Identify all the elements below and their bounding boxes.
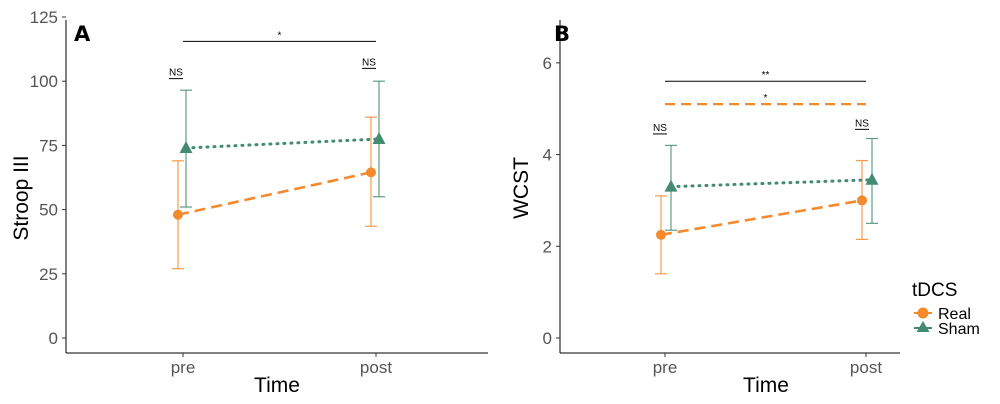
legend-sham-marker (916, 321, 930, 332)
legend-title: tDCS (912, 280, 957, 301)
panel-b-x-tick-label: pre (653, 358, 678, 377)
panel-a-y-axis-title: Stroop III (10, 155, 33, 240)
panel-a-series-line-sham (184, 137, 381, 150)
panel-b-y-tick-label: 0 (543, 329, 552, 348)
panel-b-y-tick-label: 4 (543, 146, 552, 165)
panel-b-point-sham (664, 179, 678, 192)
panel-b-x-axis-title: Time (743, 374, 789, 397)
panel-a-series-line-real (177, 171, 372, 217)
panel-a-y-tick-label: 75 (39, 136, 58, 155)
panel-a-point-sham (372, 131, 386, 144)
panel-a-point-sham (179, 140, 193, 153)
panel-a-marks: 0 25 50 75 100 125 pre post * NS NS (30, 8, 393, 377)
legend: tDCS Real Sham (912, 280, 980, 338)
panel-a-significance-label: * (278, 30, 282, 41)
panel-a-x-axis-title: Time (254, 374, 300, 397)
panel-a-y-tick-label: 50 (39, 201, 58, 220)
panel-b-ns-label: NS (653, 123, 667, 134)
panel-b-point-real (656, 229, 666, 240)
panel-b-x-tick-label: post (850, 358, 882, 377)
panel-b-significance-label: * (764, 93, 768, 104)
panel-a-y-tick-label: 100 (30, 72, 58, 91)
panel-a-y-tick-label: 25 (39, 265, 58, 284)
panel-a-point-real (173, 209, 183, 220)
panel-b-letter: B (554, 22, 570, 46)
panel-a-x-tick-label: post (360, 358, 392, 377)
panel-b-point-real (857, 195, 867, 206)
legend-real-label: Real (938, 306, 971, 323)
panel-a-x-tick-label: pre (171, 358, 196, 377)
panel-b-series-line-sham (669, 178, 874, 189)
panel-b-y-axis-title: WCST (510, 157, 533, 219)
panel-b-series-line-real (660, 199, 863, 237)
panel-b-significance-label: ** (762, 70, 770, 81)
panel-a-ns-label: NS (169, 68, 183, 79)
panel-a-y-tick-label: 125 (30, 8, 58, 27)
panel-a-y-tick-label: 0 (49, 329, 58, 348)
panel-a-point-real (366, 167, 376, 178)
panel-b-point-sham (865, 172, 879, 185)
legend-sham-label: Sham (938, 321, 980, 338)
panel-b-y-tick-label: 6 (543, 54, 552, 73)
panel-a-ns-label: NS (362, 57, 376, 68)
panel-b-ns-label: NS (855, 118, 869, 129)
panel-a: A Time Stroop III 0 25 50 75 100 125 pre post * N… (10, 8, 488, 397)
panel-a-letter: A (74, 22, 91, 46)
panel-b-y-tick-label: 2 (543, 237, 552, 256)
